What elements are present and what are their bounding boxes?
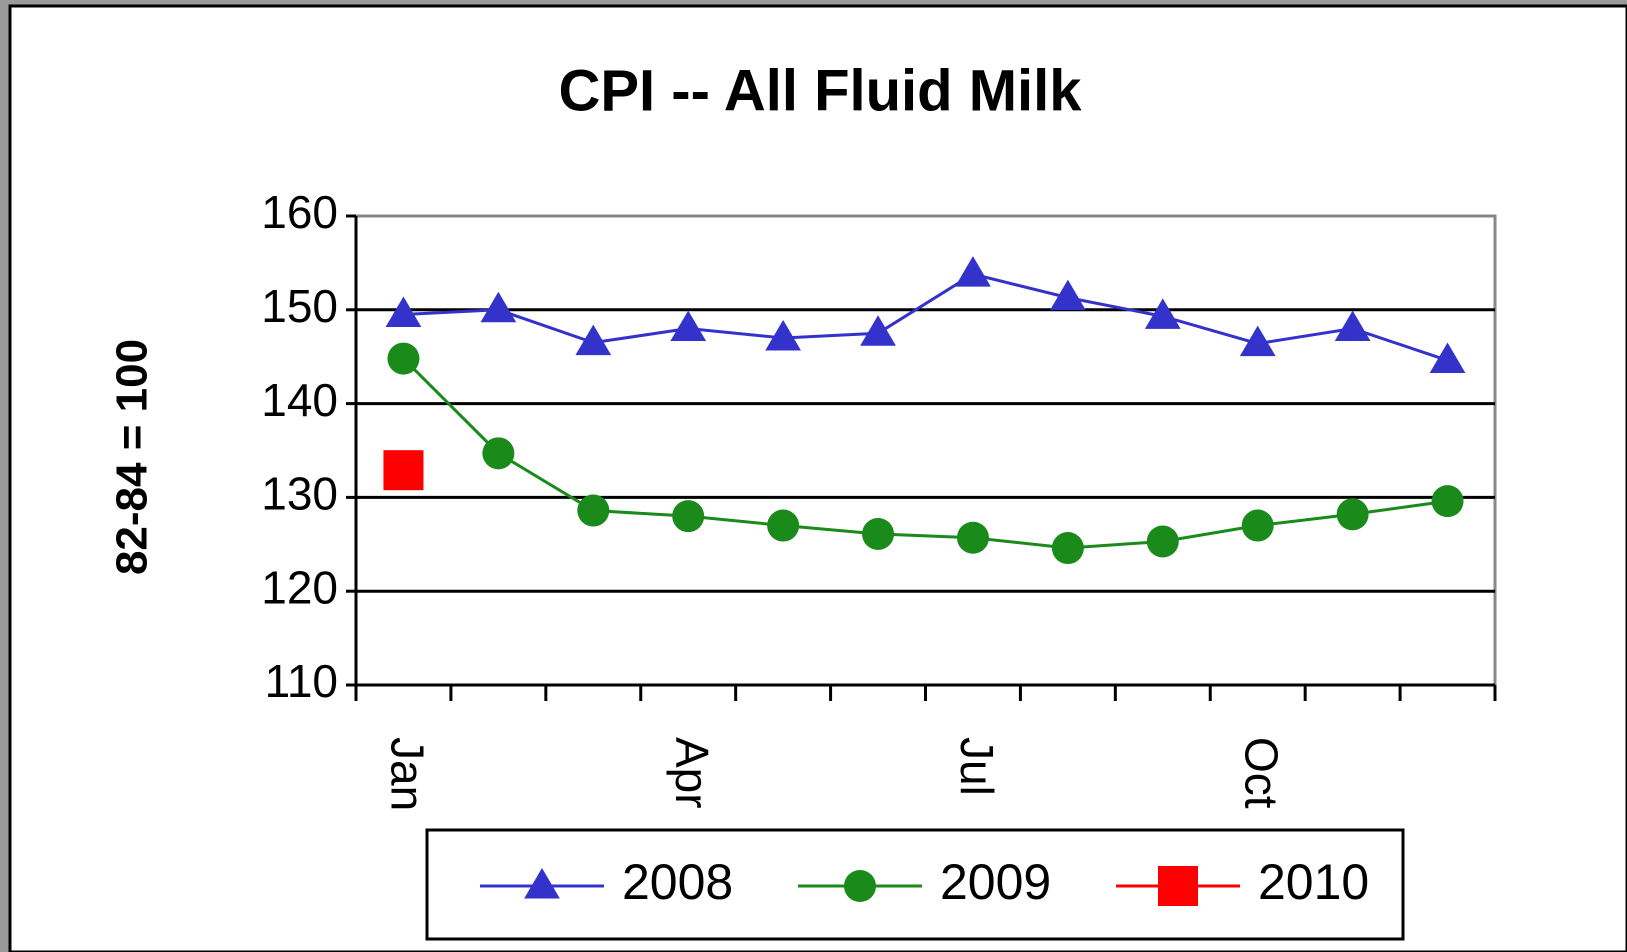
y-tick-label: 140 — [261, 374, 338, 426]
y-tick-label: 160 — [261, 186, 338, 238]
marker — [844, 870, 876, 902]
chart-frame — [8, 4, 1627, 952]
marker — [1146, 525, 1179, 558]
marker — [482, 437, 515, 470]
marker — [765, 319, 801, 351]
marker — [670, 310, 707, 342]
marker — [385, 296, 422, 327]
marker — [862, 517, 895, 550]
y-tick-label: 110 — [265, 655, 338, 707]
marker — [767, 509, 800, 542]
marker — [1336, 498, 1369, 531]
marker — [955, 256, 991, 287]
marker — [1158, 866, 1198, 906]
marker — [1144, 298, 1181, 329]
marker — [672, 500, 705, 533]
marker — [860, 315, 896, 346]
marker — [577, 494, 610, 527]
x-tick-label: Apr — [666, 737, 718, 809]
y-tick-label: 120 — [261, 561, 338, 613]
marker — [575, 324, 612, 356]
legend-label: 2008 — [622, 854, 733, 910]
series-line — [403, 272, 1449, 362]
legend-label: 2010 — [1258, 854, 1369, 910]
marker — [1241, 509, 1274, 542]
y-axis-label: 82-84 = 100 — [108, 339, 157, 575]
marker — [1239, 325, 1276, 357]
x-tick-label: Jul — [951, 737, 1003, 796]
marker — [383, 450, 424, 491]
chart-title: CPI -- All Fluid Milk — [558, 58, 1082, 123]
y-tick-label: 130 — [261, 468, 338, 520]
marker — [1050, 279, 1086, 311]
marker — [1431, 485, 1464, 518]
marker — [1051, 532, 1084, 565]
legend-label: 2009 — [940, 854, 1051, 910]
marker — [956, 521, 989, 554]
marker — [524, 868, 560, 899]
marker — [1429, 342, 1466, 373]
marker — [387, 342, 420, 375]
x-tick-label: Oct — [1236, 737, 1288, 809]
y-tick-label: 150 — [261, 280, 338, 332]
x-tick-label: Jan — [381, 737, 433, 811]
marker — [1334, 310, 1371, 342]
marker — [480, 291, 517, 323]
